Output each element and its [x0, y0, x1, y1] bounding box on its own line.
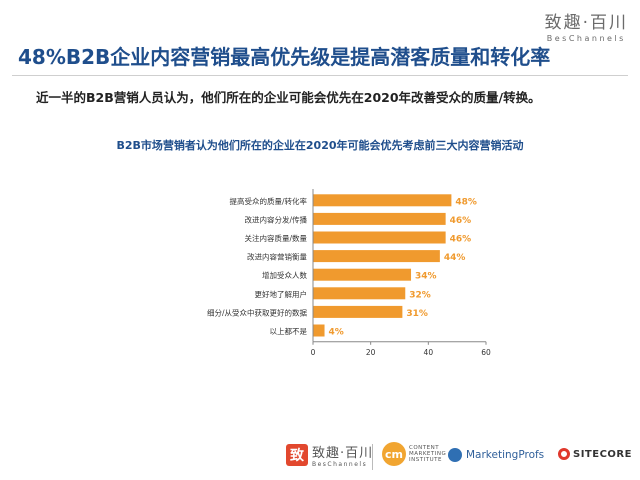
category-label: 细分/从受众中获取更好的数据 [207, 307, 308, 317]
category-label: 以上都不是 [270, 327, 308, 336]
beschannels-logo-text: 致趣·百川 [312, 446, 374, 461]
brand-name-cn: 致趣·百川 [544, 13, 628, 33]
page-subtitle: 近一半的B2B营销人员认为，他们所在的企业可能会优先在2020年改善受众的质量/… [36, 90, 541, 105]
bar-chart: 提高受众的质量/转化率 48% 改进内容分发/传播 46% 关注内容质量/数量 46% 改进… [207, 189, 491, 357]
brand-logo: 致趣·百川 BesChannels [545, 8, 628, 43]
data-label: 46% [450, 216, 472, 226]
category-label: 增加受众人数 [262, 270, 307, 280]
x-tick-label: 60 [481, 348, 491, 357]
beschannels-logo: 致 致趣·百川 BesChannels [286, 442, 373, 468]
sitecore-logo: SITECORE [558, 448, 632, 460]
data-label: 46% [450, 235, 472, 245]
bar [313, 231, 446, 244]
sitecore-mark-icon [558, 448, 570, 460]
page-title: 48%B2B企业内容营销最高优先级是提高潜客质量和转化率 [18, 45, 551, 69]
data-label: 32% [409, 290, 431, 300]
brand-name-en: BesChannels [546, 34, 626, 43]
bar [313, 194, 452, 207]
footer-logos: 致 致趣·百川 BesChannels cm CONTENT MARKETING… [0, 436, 640, 476]
title-divider [12, 75, 628, 76]
marketingprofs-logo-text: MarketingProfs [466, 449, 545, 461]
bar [313, 305, 403, 318]
data-label: 44% [444, 253, 466, 263]
category-label: 关注内容质量/数量 [244, 233, 307, 243]
beschannels-mark-icon: 致 [286, 444, 308, 466]
x-tick-label: 20 [366, 348, 376, 357]
category-label: 改进内容分发/传播 [244, 214, 307, 224]
marketingprofs-mark-icon [448, 448, 462, 462]
x-tick-label: 0 [311, 348, 316, 357]
marketingprofs-logo: MarketingProfs [448, 448, 544, 462]
data-label: 48% [455, 197, 477, 207]
sitecore-logo-text: SITECORE [573, 448, 632, 460]
category-label: 提高受众的质量/转化率 [229, 196, 307, 206]
category-label: 改进内容营销衡量 [247, 252, 307, 262]
x-tick-label: 40 [424, 348, 434, 357]
logo-divider [372, 444, 373, 470]
data-label: 34% [415, 272, 437, 282]
bar [313, 287, 406, 300]
bar [313, 324, 325, 337]
data-label: 4% [329, 328, 344, 338]
chart-title: B2B市场营销者认为他们所在的企业在2020年可能会优先考虑前三大内容营销活动 [116, 139, 524, 152]
cmi-mark-icon: cm [382, 442, 406, 466]
beschannels-logo-sub: BesChannels [312, 461, 368, 468]
cmi-logo-text: CONTENT MARKETING INSTITUTE [409, 445, 447, 463]
bar [313, 268, 412, 281]
bar [313, 212, 446, 225]
data-label: 31% [406, 309, 428, 319]
bar [313, 250, 440, 263]
cmi-logo: cm CONTENT MARKETING INSTITUTE [382, 442, 453, 466]
category-label: 更好地了解用户 [255, 289, 308, 299]
